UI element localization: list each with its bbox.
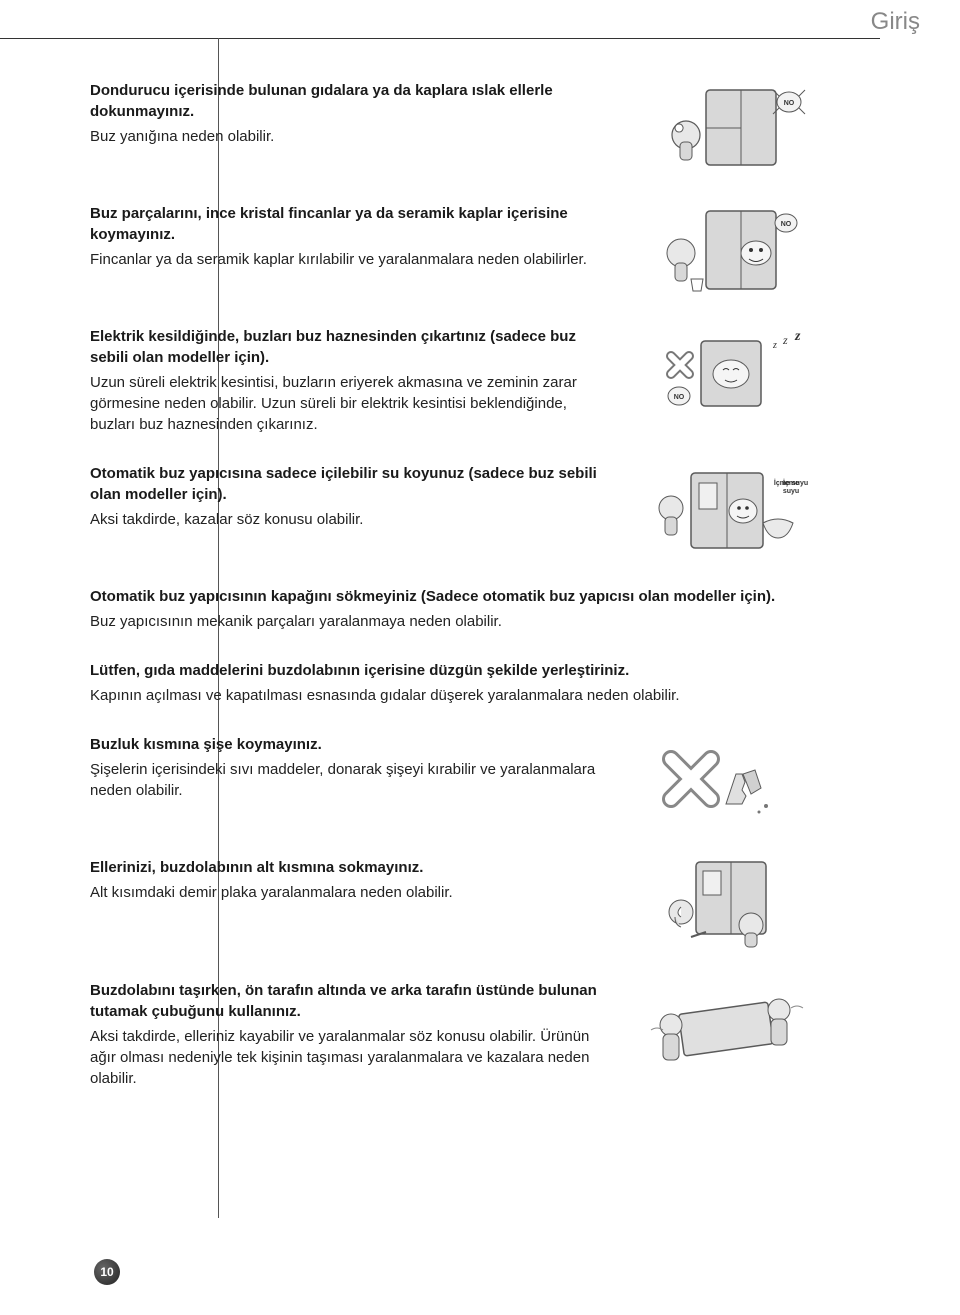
- warning-heading: Dondurucu içerisinde bulunan gıdalara ya…: [90, 80, 600, 122]
- warning-heading: Otomatik buz yapıcısına sadece içilebili…: [90, 463, 600, 505]
- page-section-title: Giriş: [871, 8, 920, 36]
- warning-body: Buz yanığına neden olabilir.: [90, 126, 600, 147]
- carry-fridge-icon: [631, 980, 811, 1075]
- warning-text: Elektrik kesildiğinde, buzları buz hazne…: [90, 326, 600, 435]
- warning-body: Alt kısımdaki demir plaka yaralanmalara …: [90, 882, 600, 903]
- warning-item: Ellerinizi, buzdolabının alt kısmına sok…: [90, 857, 910, 952]
- svg-text:z: z: [782, 333, 788, 347]
- warning-illustration: NO: [616, 203, 826, 298]
- fridge-cup-no-icon: NO: [631, 203, 811, 298]
- warning-heading: Buzluk kısmına şişe koymayınız.: [90, 734, 600, 755]
- warning-illustration: İçme suyu suyu İçme: [616, 463, 826, 558]
- svg-text:z: z: [772, 340, 777, 351]
- header-rule: [0, 38, 880, 39]
- fridge-no-hand-icon: NO: [631, 80, 811, 175]
- warning-heading: Ellerinizi, buzdolabının alt kısmına sok…: [90, 857, 600, 878]
- warning-heading: Lütfen, gıda maddelerini buzdolabının iç…: [90, 660, 880, 681]
- warning-text: Otomatik buz yapıcısının kapağını sökmey…: [90, 586, 880, 632]
- warning-illustration: [616, 980, 826, 1075]
- warning-item: Buzdolabını taşırken, ön tarafın altında…: [90, 980, 910, 1089]
- warning-illustration: [616, 734, 826, 829]
- page-number: 10: [100, 1265, 113, 1279]
- fridge-water-icon: İçme suyu suyu İçme: [631, 463, 811, 558]
- warning-item: Elektrik kesildiğinde, buzları buz hazne…: [90, 326, 910, 435]
- warning-text: Otomatik buz yapıcısına sadece içilebili…: [90, 463, 600, 530]
- warning-illustration: z z z NO: [616, 326, 826, 421]
- warning-heading: Buz parçalarını, ince kristal fincanlar …: [90, 203, 600, 245]
- svg-text:NO: NO: [781, 221, 792, 228]
- svg-text:NO: NO: [674, 394, 685, 401]
- warning-item: Otomatik buz yapıcısına sadece içilebili…: [90, 463, 910, 558]
- warning-item: Dondurucu içerisinde bulunan gıdalara ya…: [90, 80, 910, 175]
- content-area: Dondurucu içerisinde bulunan gıdalara ya…: [90, 80, 910, 1117]
- warning-text: Ellerinizi, buzdolabının alt kısmına sok…: [90, 857, 600, 903]
- svg-text:NO: NO: [784, 100, 795, 107]
- svg-text:suyu: suyu: [783, 488, 799, 495]
- warning-text: Dondurucu içerisinde bulunan gıdalara ya…: [90, 80, 600, 147]
- warning-text: Buz parçalarını, ince kristal fincanlar …: [90, 203, 600, 270]
- warning-item: Lütfen, gıda maddelerini buzdolabının iç…: [90, 660, 910, 706]
- warning-illustration: [616, 857, 826, 952]
- warning-illustration: NO: [616, 80, 826, 175]
- warning-body: Aksi takdirde, elleriniz kayabilir ve ya…: [90, 1026, 600, 1089]
- warning-body: Buz yapıcısının mekanik parçaları yarala…: [90, 611, 880, 632]
- svg-text:z: z: [794, 329, 801, 344]
- warning-body: Aksi takdirde, kazalar söz konusu olabil…: [90, 509, 600, 530]
- warning-heading: Buzdolabını taşırken, ön tarafın altında…: [90, 980, 600, 1022]
- warning-text: Lütfen, gıda maddelerini buzdolabının iç…: [90, 660, 880, 706]
- warning-body: Kapının açılması ve kapatılması esnasınd…: [90, 685, 880, 706]
- page-number-badge: 10: [94, 1259, 120, 1285]
- warning-text: Buzluk kısmına şişe koymayınız. Şişeleri…: [90, 734, 600, 801]
- warning-heading: Elektrik kesildiğinde, buzları buz hazne…: [90, 326, 600, 368]
- warning-item: Buzluk kısmına şişe koymayınız. Şişeleri…: [90, 734, 910, 829]
- warning-body: Fincanlar ya da seramik kaplar kırılabil…: [90, 249, 600, 270]
- warning-body: Uzun süreli elektrik kesintisi, buzların…: [90, 372, 600, 435]
- warning-item: Otomatik buz yapıcısının kapağını sökmey…: [90, 586, 910, 632]
- warning-heading: Otomatik buz yapıcısının kapağını sökmey…: [90, 586, 880, 607]
- svg-text:İçme: İçme: [783, 479, 799, 487]
- fridge-sleep-icon: z z z NO: [631, 326, 811, 421]
- broken-bottle-x-icon: [631, 734, 811, 829]
- warning-item: Buz parçalarını, ince kristal fincanlar …: [90, 203, 910, 298]
- warning-body: Şişelerin içerisindeki sıvı maddeler, do…: [90, 759, 600, 801]
- fridge-bottom-hand-icon: [631, 857, 811, 952]
- warning-text: Buzdolabını taşırken, ön tarafın altında…: [90, 980, 600, 1089]
